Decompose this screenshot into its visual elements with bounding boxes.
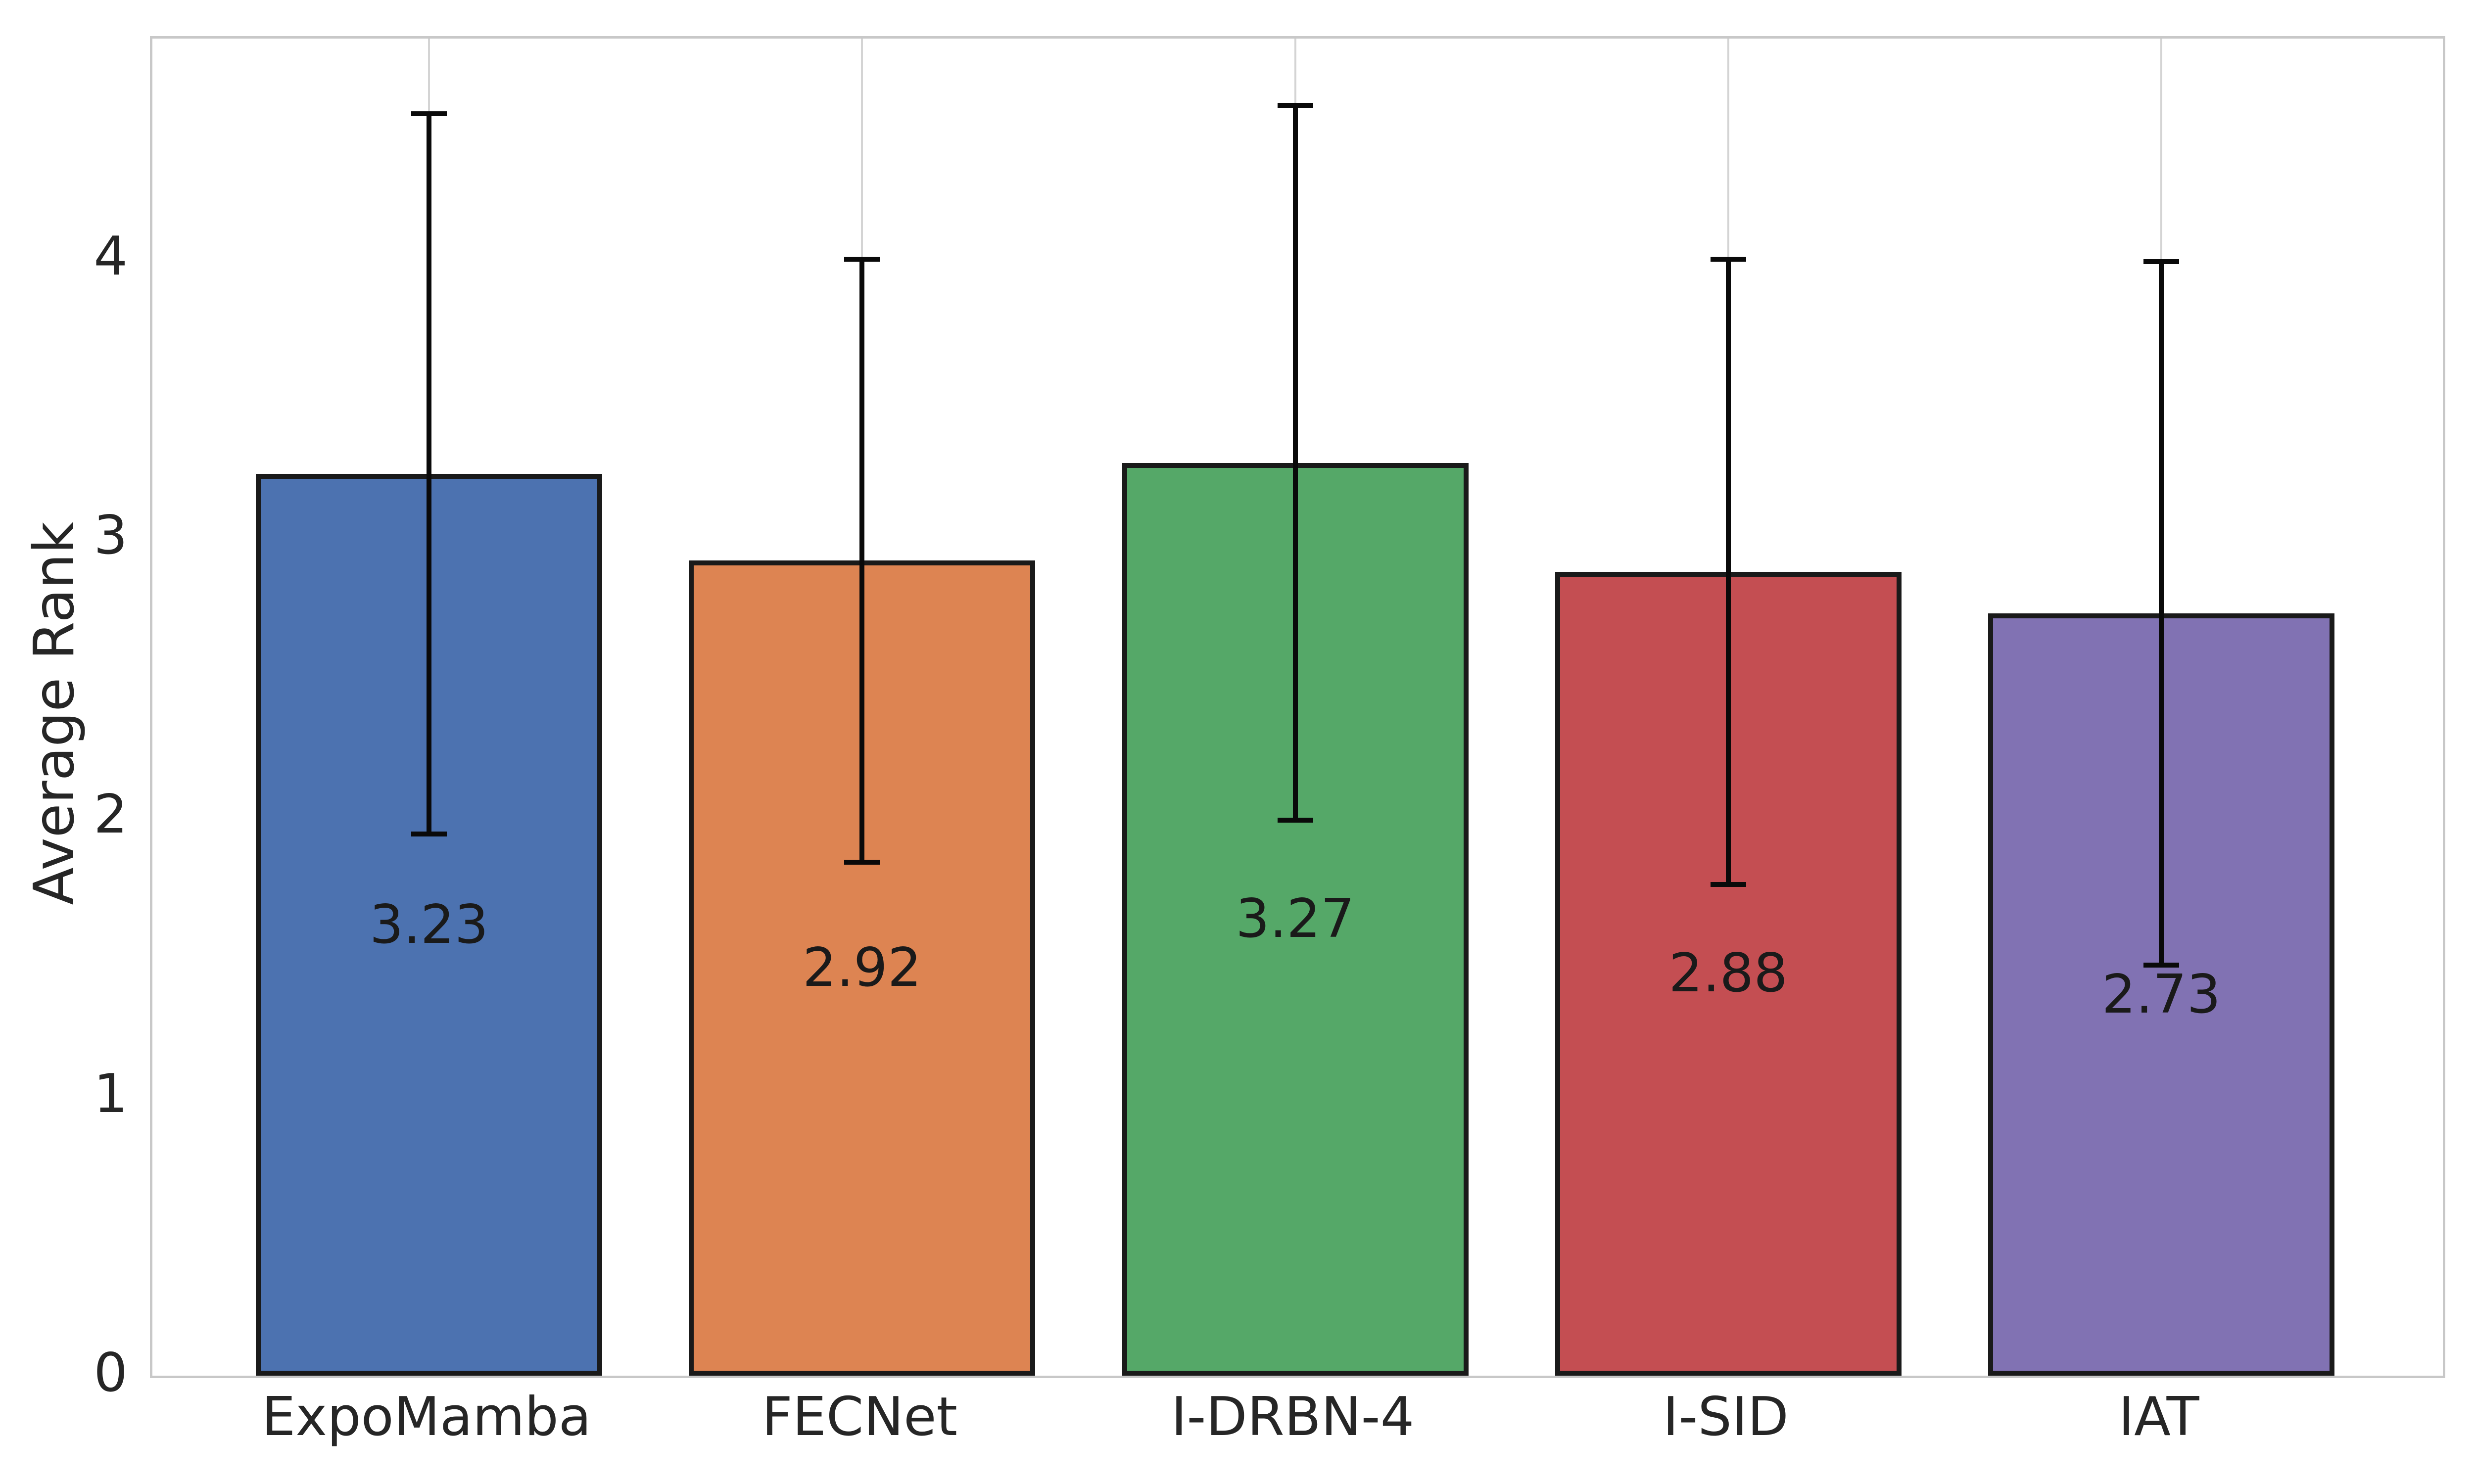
bar-value-label-iat: 2.73 [2101, 963, 2221, 1025]
error-bar-stem-i-sid [1725, 259, 1731, 884]
plot-inner: 3.23 2.92 3.27 2.88 2.73 [152, 39, 2443, 1376]
x-tick-label-i-sid: I-SID [1663, 1386, 1789, 1448]
plot-area: 3.23 2.92 3.27 2.88 2.73 [150, 36, 2445, 1378]
error-bar-cap-high-expomamba [411, 111, 447, 117]
bar-value-label-i-sid: 2.88 [1668, 942, 1788, 1005]
error-bar-cap-high-i-sid [1710, 256, 1746, 262]
error-bar-cap-low-i-sid [1710, 881, 1746, 887]
error-bar-cap-low-fecnet [844, 859, 880, 865]
error-bar-stem-iat [2159, 262, 2164, 966]
bar-value-label-expomamba: 3.23 [369, 893, 489, 956]
error-bar-cap-high-i-drbn-4 [1277, 103, 1313, 108]
error-bar-cap-high-fecnet [844, 256, 880, 262]
x-tick-label-i-drbn-4: I-DRBN-4 [1171, 1386, 1415, 1448]
error-bar-stem-i-drbn-4 [1292, 105, 1298, 821]
y-tick-label-0: 0 [94, 1342, 128, 1404]
bar-value-label-fecnet: 2.92 [803, 937, 922, 999]
error-bar-cap-low-i-drbn-4 [1277, 818, 1313, 823]
error-bar-cap-high-iat [2143, 259, 2179, 265]
x-tick-label-iat: IAT [2118, 1386, 2199, 1448]
error-bar-stem-fecnet [859, 259, 865, 862]
error-bar-cap-low-expomamba [411, 832, 447, 837]
x-tick-label-expomamba: ExpoMamba [261, 1386, 592, 1448]
bar-value-label-i-drbn-4: 3.27 [1236, 888, 1355, 950]
y-tick-label-4: 4 [94, 225, 128, 287]
bar-i-drbn-4 [1122, 463, 1469, 1376]
y-tick-label-2: 2 [94, 784, 128, 846]
error-bar-stem-expomamba [427, 114, 431, 835]
y-tick-label-1: 1 [94, 1063, 128, 1125]
error-bar-cap-low-iat [2143, 963, 2179, 968]
x-tick-label-fecnet: FECNet [761, 1386, 957, 1448]
y-tick-label-3: 3 [94, 505, 128, 567]
